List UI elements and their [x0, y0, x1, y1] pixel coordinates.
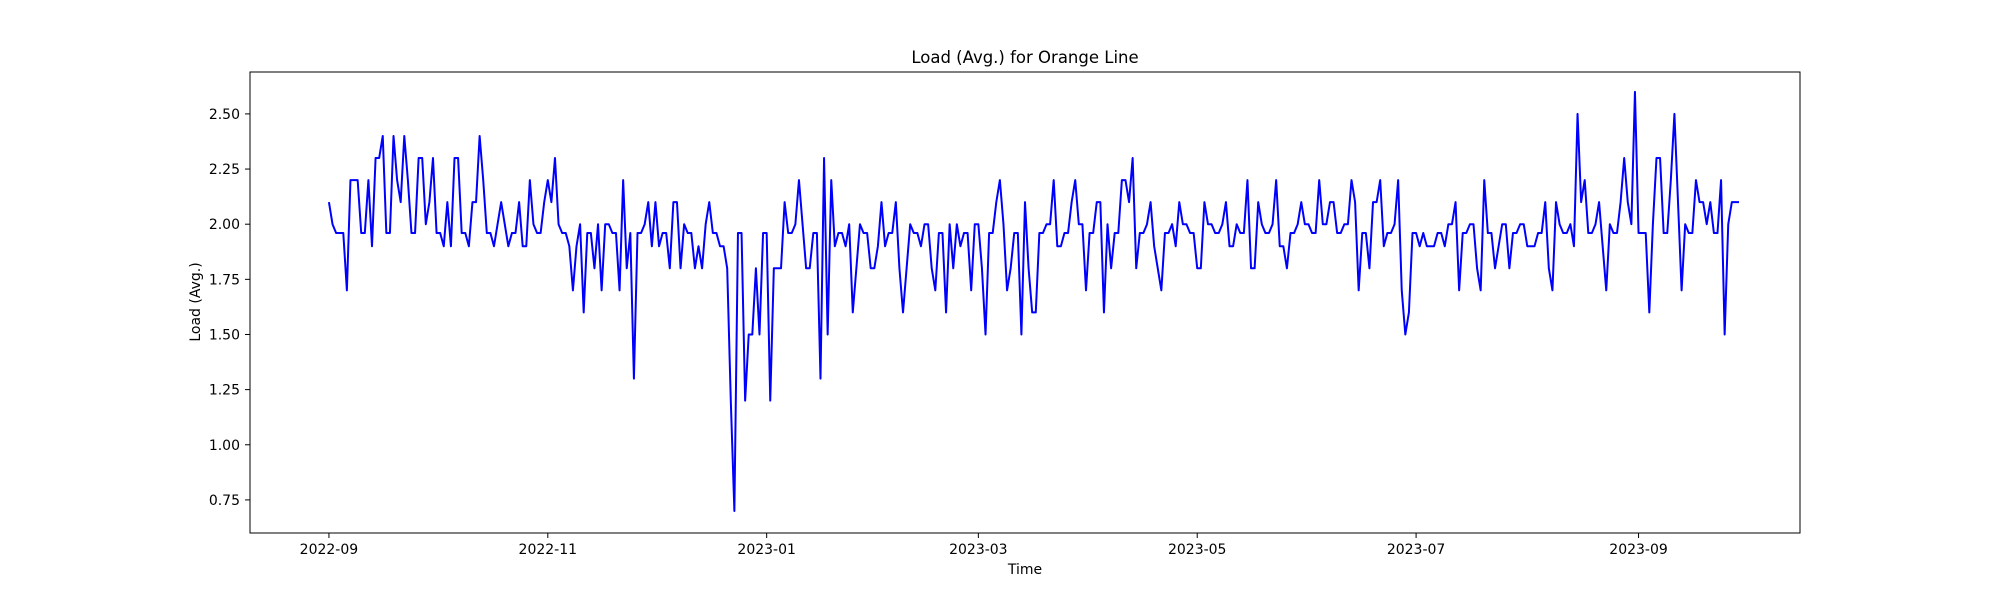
x-axis: 2022-09 2022-11 2023-01 2023-03 2023-05 2023-… [300, 533, 1668, 558]
y-tick-label: 1.50 [209, 327, 240, 343]
x-tick-label: 2022-09 [300, 542, 359, 558]
plot-area [327, 90, 1739, 512]
y-tick-label: 1.25 [209, 383, 240, 399]
series-line-0 [327, 90, 1739, 512]
x-tick-label: 2023-03 [949, 542, 1008, 558]
y-tick-label: 2.50 [209, 107, 240, 123]
y-tick-label: 0.75 [209, 493, 240, 509]
x-tick-label: 2023-09 [1609, 542, 1668, 558]
chart-title: Load (Avg.) for Orange Line [911, 48, 1138, 67]
x-tick-label: 2023-05 [1168, 542, 1227, 558]
y-tick-label: 2.25 [209, 162, 240, 178]
y-tick-label: 1.75 [209, 272, 240, 288]
x-tick-label: 2023-01 [737, 542, 796, 558]
y-tick-label: 2.00 [209, 217, 240, 233]
x-tick-label: 2023-07 [1387, 542, 1446, 558]
x-tick-label: 2022-11 [519, 542, 578, 558]
y-axis: 0.75 1.00 1.25 1.50 1.75 2.00 2.25 2.50 [209, 107, 250, 509]
y-tick-label: 1.00 [209, 438, 240, 454]
plot-frame [249, 71, 1801, 534]
y-axis-label: Load (Avg.) [188, 262, 204, 341]
x-axis-label: Time [1007, 562, 1042, 578]
